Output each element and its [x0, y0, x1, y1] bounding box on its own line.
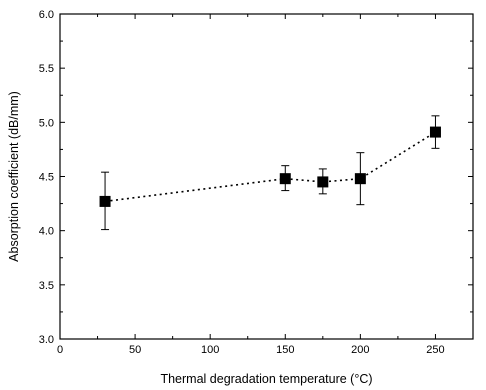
x-axis-ticks: 0 50 100 150 200 250	[57, 14, 474, 356]
x-tick-label: 150	[276, 344, 294, 356]
y-tick-label: 3.0	[39, 334, 54, 346]
y-tick-label: 4.0	[39, 226, 54, 238]
plot-frame	[59, 13, 474, 340]
data-point	[317, 176, 329, 188]
x-tick-label: 50	[129, 344, 141, 356]
series-line	[105, 131, 436, 203]
x-axis-label: Thermal degradation temperature (°C)	[160, 372, 372, 386]
x-tick-label: 250	[426, 344, 444, 356]
x-tick-label: 100	[201, 344, 219, 356]
data-point	[279, 173, 291, 185]
data-point	[99, 195, 111, 207]
y-axis-ticks: 3.0 3.5 4.0 4.5 5.0 5.5 6.0	[39, 9, 473, 346]
y-tick-label: 4.5	[39, 172, 54, 184]
y-tick-label: 3.5	[39, 280, 54, 292]
series-layer	[99, 115, 441, 231]
y-tick-label: 5.5	[39, 63, 54, 75]
data-point	[354, 173, 366, 185]
x-tick-label: 200	[351, 344, 369, 356]
y-tick-label: 6.0	[39, 9, 54, 21]
data-point	[429, 126, 441, 138]
x-tick-label: 0	[57, 344, 63, 356]
y-tick-label: 5.0	[39, 117, 54, 129]
y-axis-label: Absorption coefficient (dB/mm)	[7, 91, 21, 262]
